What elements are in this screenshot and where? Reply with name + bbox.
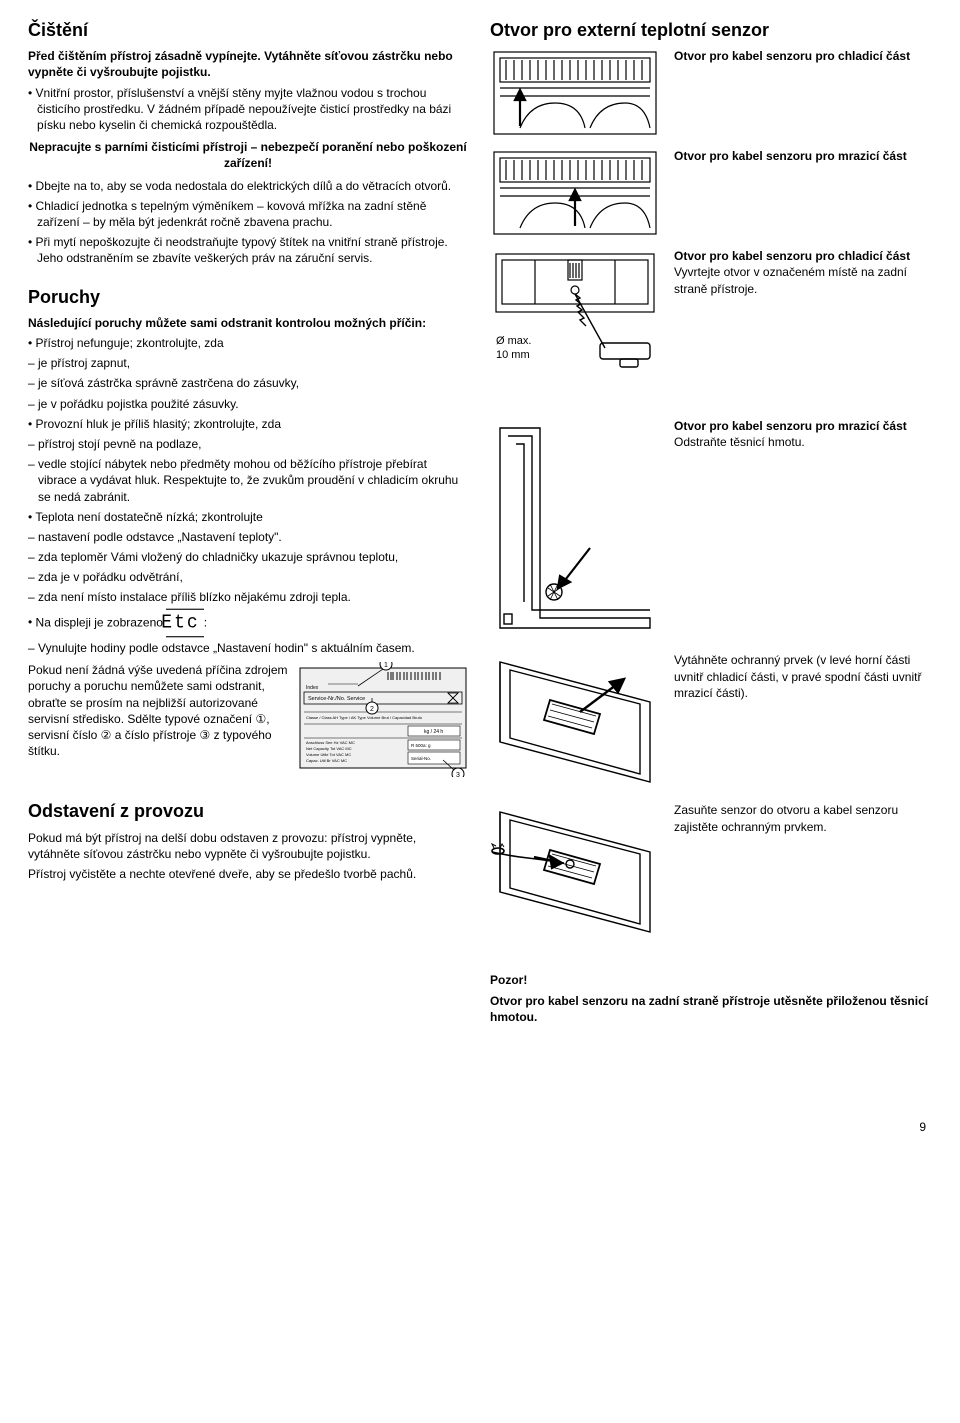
- fig3-caption-a: Otvor pro kabel senzoru pro chladicí čás…: [674, 249, 910, 263]
- shutdown-p2: Přístroj vyčistěte a nechte otevřené dve…: [28, 866, 468, 882]
- cleaning-warn: Nepracujte s parními čisticími přístroji…: [28, 139, 468, 171]
- faults-d7: zda teploměr Vámi vložený do chladničky …: [28, 549, 468, 565]
- svg-text:Index: Index: [306, 685, 319, 691]
- fig5-block: Vytáhněte ochranný prvek (v levé horní č…: [490, 652, 932, 792]
- fig5-caption: Vytáhněte ochranný prvek (v levé horní č…: [674, 653, 921, 699]
- fig6-svg: [490, 802, 660, 942]
- diam-label-1: Ø max.: [496, 335, 531, 347]
- faults-p1: Přístroj nefunguje; zkontrolujte, zda: [28, 335, 468, 351]
- cleaning-b1: Vnitřní prostor, příslušenství a vnější …: [28, 85, 468, 134]
- faults-d4: přístroj stojí pevně na podlaze,: [28, 436, 468, 452]
- fig3-svg: Ø max. 10 mm: [490, 248, 660, 368]
- fig2-svg: [490, 148, 660, 238]
- heading-cleaning: Čištění: [28, 18, 468, 42]
- fig3-block: Ø max. 10 mm Otvor pro kabel senzoru pro…: [490, 248, 932, 368]
- svg-text:Classe / Class AH Type / AK: Classe / Class AH Type / AK Type Volume …: [306, 715, 423, 720]
- svg-text:Capac. Util Br VAC: Capac. Util Br VAC MC: [306, 758, 347, 763]
- shutdown-p1: Pokud má být přístroj na delší dobu odst…: [28, 830, 468, 862]
- svg-text:Anschluss See Hz VAC: Anschluss See Hz VAC MC: [306, 740, 355, 745]
- faults-p3: Teplota není dostatečně nízká; zkontrolu…: [28, 509, 468, 525]
- cleaning-b2: Dbejte na to, aby se voda nedostala do e…: [28, 178, 468, 194]
- fig6-block: Zasuňte senzor do otvoru a kabel senzoru…: [490, 802, 932, 942]
- svg-text:Service-Nr./No. Service: Service-Nr./No. Service: [308, 696, 365, 702]
- heading-faults: Poruchy: [28, 285, 468, 309]
- fig3-caption-b: Vyvrtejte otvor v označeném místě na zad…: [674, 265, 907, 295]
- shutdown-block: Pokud má být přístroj na delší dobu odst…: [28, 830, 468, 883]
- svg-text:Net Capacity Tot VAC: Net Capacity Tot VAC MC: [306, 746, 352, 751]
- main-two-column: Čištění Před čištěním přístroj zásadně v…: [28, 18, 932, 1029]
- cleaning-intro: Před čištěním přístroj zásadně vypínejte…: [28, 48, 468, 80]
- faults-d6: nastavení podle odstavce „Nastavení tepl…: [28, 529, 468, 545]
- right-column: Otvor pro externí teplotní senzor: [490, 18, 932, 1029]
- faults-d2: je síťová zástrčka správně zastrčena do …: [28, 375, 468, 391]
- fig4-block: Otvor pro kabel senzoru pro mrazicí část…: [490, 418, 932, 642]
- faults-p4b: :: [204, 615, 207, 629]
- page-number: 9: [28, 1119, 932, 1135]
- faults-d8: zda je v pořádku odvětrání,: [28, 569, 468, 585]
- fig1-svg: [490, 48, 660, 138]
- svg-text:Volume Utile Tot VAC: Volume Utile Tot VAC MC: [306, 752, 351, 757]
- pozor-text: Otvor pro kabel senzoru na zadní straně …: [490, 993, 932, 1025]
- faults-intro: Následující poruchy můžete sami odstrani…: [28, 315, 468, 331]
- type-label-figure: Index Service-Nr./No. Service Classe / C…: [298, 662, 468, 781]
- cleaning-b4: Při mytí nepoškozujte či neodstraňujte t…: [28, 234, 468, 266]
- pozor-block: Pozor! Otvor pro kabel senzoru na zadní …: [490, 972, 932, 1025]
- pozor-heading: Pozor!: [490, 972, 932, 988]
- cleaning-b3: Chladicí jednotka s tepelným výměníkem –…: [28, 198, 468, 230]
- faults-d5: vedle stojící nábytek nebo předměty moho…: [28, 456, 468, 505]
- fig5-svg: [490, 652, 660, 792]
- fig2-caption: Otvor pro kabel senzoru pro mrazicí část: [674, 149, 907, 163]
- heading-sensor: Otvor pro externí teplotní senzor: [490, 18, 932, 42]
- faults-d1: je přístroj zapnut,: [28, 355, 468, 371]
- faults-p2: Provozní hluk je příliš hlasitý; zkontro…: [28, 416, 468, 432]
- svg-text:3: 3: [456, 772, 460, 777]
- fig2-block: Otvor pro kabel senzoru pro mrazicí část: [490, 148, 932, 238]
- svg-text:Serial-No.: Serial-No.: [411, 756, 431, 761]
- service-row: Pokud není žádná výše uvedená příčina zd…: [28, 662, 468, 781]
- svg-text:2: 2: [370, 706, 374, 713]
- type-label-svg: Index Service-Nr./No. Service Classe / C…: [298, 662, 468, 777]
- fig4-caption-b: Odstraňte těsnicí hmotu.: [674, 435, 805, 449]
- faults-d9: zda není místo instalace příliš blízko n…: [28, 589, 468, 605]
- fig1-block: Otvor pro kabel senzoru pro chladicí čás…: [490, 48, 932, 138]
- left-column: Čištění Před čištěním přístroj zásadně v…: [28, 18, 468, 1029]
- fig6-caption: Zasuňte senzor do otvoru a kabel senzoru…: [674, 803, 898, 833]
- faults-p4a: Na displeji je zobrazeno: [36, 615, 167, 629]
- fig4-svg: [490, 418, 660, 638]
- svg-text:kg / 24 h: kg / 24 h: [424, 729, 443, 735]
- fig4-caption-a: Otvor pro kabel senzoru pro mrazicí část: [674, 419, 907, 433]
- svg-text:R 600a: g: R 600a: g: [411, 743, 431, 748]
- fig1-caption: Otvor pro kabel senzoru pro chladicí čás…: [674, 49, 910, 63]
- diam-label-2: 10 mm: [496, 349, 530, 361]
- service-text: Pokud není žádná výše uvedená příčina zd…: [28, 662, 288, 777]
- heading-shutdown: Odstavení z provozu: [28, 799, 468, 823]
- faults-p4: Na displeji je zobrazeno Etc:: [28, 610, 468, 636]
- faults-d10: Vynulujte hodiny podle odstavce „Nastave…: [28, 640, 468, 656]
- svg-text:1: 1: [384, 662, 388, 669]
- faults-d3: je v pořádku pojistka použité zásuvky.: [28, 396, 468, 412]
- etc-display-icon: Etc: [166, 608, 203, 637]
